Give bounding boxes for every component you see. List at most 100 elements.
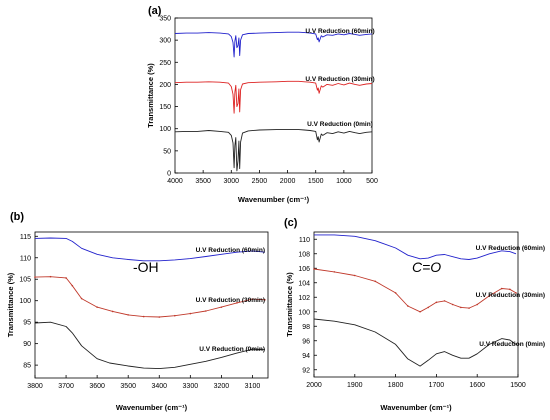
x-axis-label: Wavenumber (cm⁻¹) — [116, 403, 188, 412]
data-point — [468, 307, 470, 309]
y-tick-label: 300 — [159, 38, 171, 45]
x-tick-label: 3200 — [214, 383, 230, 390]
y-tick-label: 108 — [298, 251, 310, 258]
data-point — [158, 316, 161, 318]
data-point — [220, 306, 223, 308]
data-point — [419, 310, 421, 313]
x-tick-label: 2000 — [280, 178, 296, 185]
series-line-2 — [174, 80, 373, 114]
y-tick-label: 110 — [299, 237, 310, 244]
data-point — [500, 287, 503, 290]
y-tick-label: 90 — [23, 341, 31, 348]
data-point — [264, 299, 266, 301]
y-tick-label: 350 — [159, 16, 171, 23]
data-point — [189, 312, 192, 315]
panel-label: (a) — [148, 5, 162, 17]
panel-c: 2000 1900 1800 1700 1600 1500 92 94 96 98 100 102 10… — [284, 217, 545, 412]
x-tick-label: 3400 — [151, 383, 167, 390]
y-tick-label: 85 — [23, 363, 31, 370]
x-tick-label: 1500 — [308, 178, 324, 185]
panel-label: (c) — [284, 217, 298, 229]
x-tick-label: 2500 — [252, 178, 268, 185]
series-label: U.V Reduction (0min) — [307, 121, 373, 128]
x-tick-label: 1900 — [347, 382, 363, 389]
data-point — [236, 302, 238, 304]
x-tick-label: 4000 — [167, 178, 183, 185]
data-point — [80, 297, 83, 300]
series-label: U.V Reduction (0min) — [479, 341, 545, 348]
data-point — [509, 288, 511, 291]
y-tick-label: 150 — [159, 104, 171, 111]
y-tick-label: 94 — [302, 353, 310, 360]
data-point — [427, 306, 430, 309]
data-point — [96, 306, 98, 308]
y-tick-label: 98 — [302, 324, 310, 331]
series-line-3 — [313, 318, 517, 367]
y-tick-label: 92 — [302, 367, 310, 374]
panel-b: 3800 3700 3600 3500 3400 3300 3200 3100 85 90 95 10… — [6, 211, 269, 412]
data-point — [407, 305, 409, 307]
series-label: U.V Reduction (60min) — [476, 245, 545, 252]
data-point — [111, 310, 114, 313]
x-tick-label: 500 — [366, 178, 378, 185]
x-tick-label: 3000 — [223, 178, 239, 185]
x-tick-label: 3600 — [89, 383, 105, 390]
data-point — [127, 314, 129, 316]
y-axis-label: Transmittance (%) — [146, 63, 155, 128]
data-point — [313, 268, 315, 270]
y-axis-label: Transmittance (%) — [285, 272, 294, 337]
data-point — [142, 315, 145, 318]
series-line-1 — [314, 234, 517, 260]
plot-frame — [34, 231, 269, 379]
y-tick-label: 250 — [159, 60, 171, 67]
y-tick-label: 96 — [302, 338, 310, 345]
y-tick-label: 106 — [298, 266, 310, 273]
series-line-1 — [34, 237, 265, 262]
y-tick-label: 50 — [163, 148, 171, 155]
x-tick-label: 3300 — [183, 383, 199, 390]
band-annotation: C=O — [412, 259, 441, 275]
band-annotation: -OH — [133, 259, 159, 275]
data-point — [460, 306, 462, 309]
x-tick-label: 1000 — [336, 178, 352, 185]
series-label: U.V Reduction (30min) — [476, 292, 545, 299]
y-tick-label: 104 — [298, 280, 310, 287]
plot-frame — [313, 231, 519, 378]
data-point — [435, 301, 438, 304]
data-point — [71, 284, 74, 287]
x-tick-label: 3500 — [195, 178, 211, 185]
x-tick-label: 2000 — [306, 382, 322, 389]
x-tick-label: 1800 — [388, 382, 404, 389]
series-line-2 — [313, 268, 517, 313]
series-label: U.V Reduction (60min) — [196, 247, 265, 254]
y-tick-label: 200 — [159, 82, 171, 89]
x-tick-label: 1600 — [469, 382, 485, 389]
data-point — [488, 295, 491, 297]
data-point — [374, 280, 377, 283]
x-tick-label: 3800 — [27, 383, 43, 390]
series-label: U.V Reduction (0min) — [199, 346, 265, 353]
series-label: U.V Reduction (30min) — [196, 297, 265, 304]
data-point — [333, 271, 336, 273]
y-tick-label: 0 — [167, 171, 171, 178]
y-tick-label: 110 — [20, 255, 31, 262]
plot-frame — [174, 17, 373, 174]
data-point — [515, 292, 517, 294]
data-point — [354, 274, 356, 277]
panel-a: 4000 3500 3000 2500 2000 1500 1000 500 0 50 100 150… — [146, 5, 378, 204]
y-tick-label: 102 — [298, 295, 310, 302]
data-point — [174, 314, 176, 317]
y-tick-label: 105 — [19, 277, 31, 284]
data-point — [34, 276, 36, 278]
series-line-1 — [174, 31, 373, 58]
y-tick-label: 100 — [159, 126, 171, 133]
x-tick-label: 3100 — [245, 383, 261, 390]
data-point — [451, 303, 454, 306]
data-point — [443, 300, 446, 302]
y-tick-label: 95 — [23, 320, 31, 327]
y-tick-label: 100 — [298, 309, 310, 316]
x-axis-label: Wavenumber (cm⁻¹) — [380, 403, 452, 412]
y-axis-label: Transmittance (%) — [6, 272, 15, 337]
data-point — [49, 275, 52, 278]
